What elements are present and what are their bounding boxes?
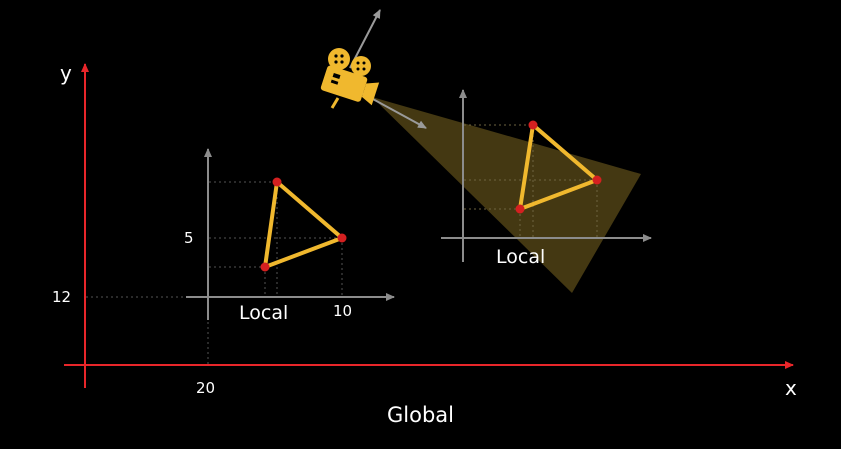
triangle-right [515,120,602,214]
global-guides [86,296,209,364]
global-x-axis-label: x [785,376,797,400]
triangle-left-vertex [272,177,282,187]
triangle-right-edges [518,123,599,211]
triangle-right-vertex [515,204,525,214]
local-right-guides [464,124,598,237]
local-right-axes [441,89,652,262]
triangle-left-vertex [260,262,270,272]
triangle-right-vertex [592,175,602,185]
camera-frustum [372,97,641,293]
local-left-guides [209,181,343,296]
global-label: Global [387,403,454,427]
triangle-left-vertex [337,233,347,243]
triangle-left [260,177,347,272]
local-right-label: Local [496,246,545,268]
movie-camera-icon [320,48,380,109]
global-y-tick-label: 12 [52,288,71,306]
triangle-left-edges [263,180,344,269]
global-axes [64,63,794,388]
local-left-y-tick-label: 5 [184,229,194,247]
local-left-axes [186,148,395,320]
global-x-tick-label: 20 [196,379,215,397]
local-left-x-tick-label: 10 [333,302,352,320]
triangle-right-vertex [528,120,538,130]
global-y-axis-label: y [60,61,72,85]
local-left-label: Local [239,302,288,324]
